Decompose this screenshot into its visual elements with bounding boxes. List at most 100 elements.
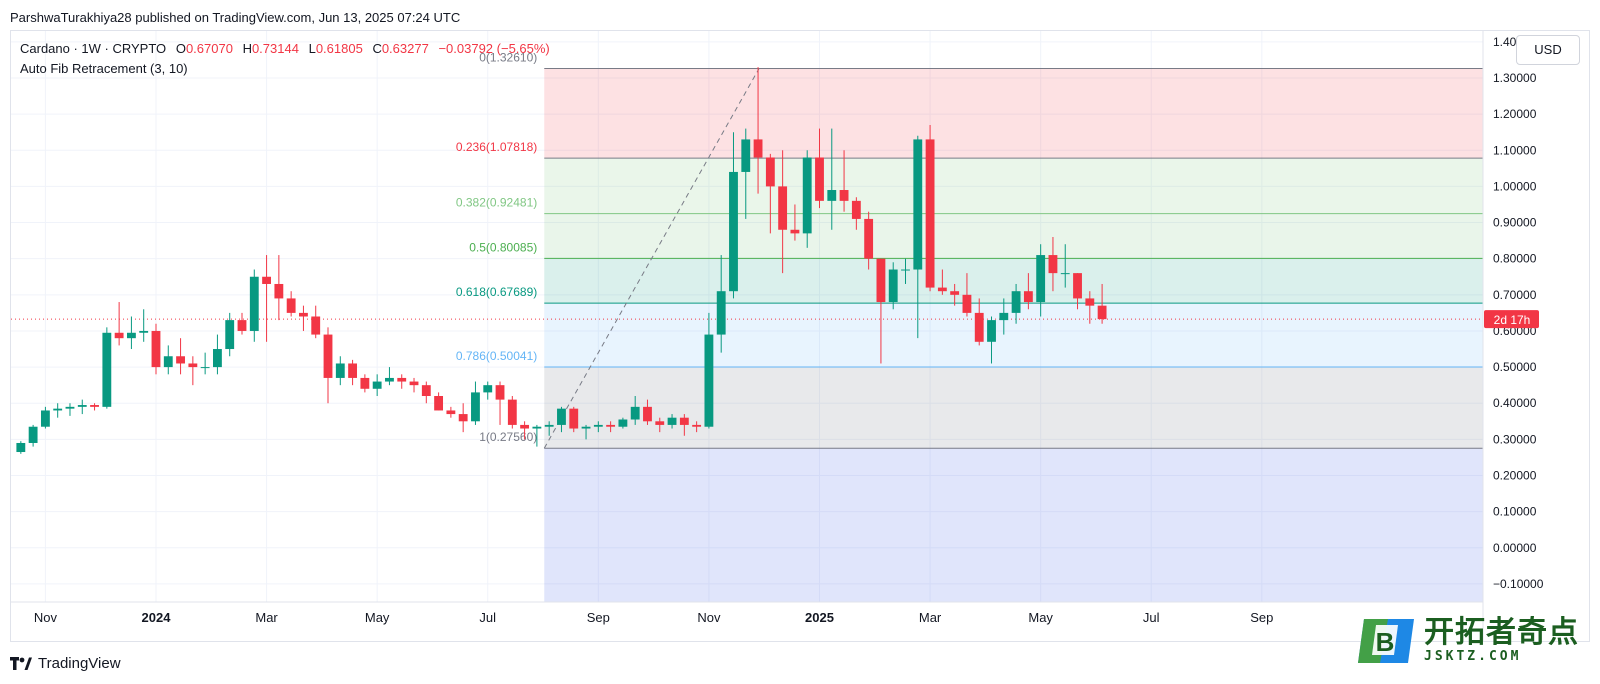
fib-label: 0.786(0.50041): [456, 349, 537, 363]
candle: [126, 332, 136, 339]
candle: [557, 408, 566, 425]
fib-trend-line: [543, 68, 760, 449]
chart-legend: Cardano · 1W · CRYPTO O0.67070 H0.73144 …: [20, 40, 550, 80]
x-tick-label: Sep: [1250, 610, 1273, 625]
close-value: 0.63277: [381, 41, 429, 56]
footer-brand[interactable]: TradingView: [10, 655, 121, 672]
y-tick-label: 1.30000: [1493, 71, 1537, 85]
y-tick-label: 0.80000: [1493, 252, 1537, 266]
watermark-logo-icon: B: [1358, 615, 1416, 667]
x-tick-label: Jul: [479, 610, 496, 625]
candle: [692, 424, 702, 427]
candle: [569, 408, 579, 429]
x-tick-label: May: [365, 610, 390, 625]
axes: 1.400001.300001.200001.100001.000000.900…: [11, 31, 1544, 642]
fib-zone: [544, 68, 1483, 159]
candle: [176, 356, 185, 364]
candle: [815, 157, 824, 201]
candle: [606, 424, 616, 427]
candle: [987, 320, 996, 342]
candle: [1023, 291, 1033, 303]
fib-zone: [544, 158, 1483, 214]
candle: [876, 258, 886, 303]
candle: [790, 229, 800, 234]
candle: [262, 276, 271, 284]
candle: [163, 356, 173, 368]
candle: [753, 139, 763, 158]
candle: [802, 157, 812, 234]
y-tick-label: 0.50000: [1493, 360, 1537, 374]
y-tick-label: 1.10000: [1493, 143, 1537, 157]
candle: [409, 381, 419, 386]
candle: [704, 334, 714, 427]
candle: [225, 320, 235, 350]
candle: [950, 291, 960, 295]
symbol-label[interactable]: Cardano · 1W · CRYPTO: [20, 41, 167, 56]
candle: [667, 417, 677, 425]
candle: [839, 190, 849, 201]
candle: [188, 363, 198, 368]
price-countdown-badge: 2d 17h: [1484, 310, 1539, 329]
y-tick-label: 0.20000: [1493, 469, 1537, 483]
candle: [520, 424, 530, 429]
y-tick-label: 1.20000: [1493, 107, 1537, 121]
candle: [40, 410, 50, 427]
candle: [716, 291, 726, 335]
x-tick-label: Nov: [34, 610, 58, 625]
candle: [311, 316, 321, 335]
y-tick-label: 0.40000: [1493, 396, 1537, 410]
watermark-en: JSKTZ.COM: [1424, 649, 1522, 664]
candle: [53, 408, 63, 411]
candle: [16, 442, 26, 453]
x-tick-label: May: [1028, 610, 1053, 625]
countdown-label: 2d 17h: [1494, 313, 1531, 327]
currency-button[interactable]: USD: [1516, 35, 1580, 65]
candle: [937, 287, 947, 292]
candle: [630, 406, 640, 420]
open-value: 0.67070: [185, 41, 233, 56]
watermark-cn: 开拓者奇点: [1424, 615, 1579, 650]
candle: [618, 419, 628, 427]
candle: [925, 139, 935, 288]
candle: [151, 330, 161, 368]
candle: [544, 424, 554, 427]
fib-zone: [544, 213, 1483, 259]
candle: [827, 190, 837, 201]
candle: [335, 363, 345, 378]
x-tick-label: Mar: [255, 610, 278, 625]
candle: [446, 410, 456, 415]
high-label: H: [242, 41, 252, 56]
candle: [1048, 255, 1058, 274]
candle: [299, 312, 308, 317]
candle: [495, 385, 505, 400]
y-tick-label: −0.10000: [1493, 577, 1544, 591]
candle: [348, 363, 358, 378]
candle: [434, 396, 444, 411]
open-label: O: [175, 41, 186, 56]
candle: [532, 426, 542, 429]
fib-retracement: 0(1.32610) 0.236(1.07818) 0.382(0.92481) 0.…: [11, 51, 1483, 602]
candle: [765, 157, 775, 187]
y-tick-label: 0.90000: [1493, 216, 1537, 230]
fib-zone: [544, 366, 1483, 449]
y-tick-label: 0.70000: [1493, 288, 1537, 302]
candle: [778, 186, 788, 230]
candle: [962, 294, 972, 313]
candle: [323, 334, 333, 378]
fib-label: 0.618(0.67689): [456, 285, 537, 299]
fib-label: 0.5(0.80085): [469, 240, 537, 254]
candle: [864, 218, 874, 259]
watermark-mark: B: [1376, 627, 1395, 657]
fib-zone: [544, 448, 1483, 602]
watermark: B 开拓者奇点 JSKTZ.COM: [1358, 615, 1579, 667]
candle: [200, 367, 210, 369]
x-tick-label: 2024: [142, 610, 172, 625]
candle: [249, 276, 259, 331]
candle: [1060, 273, 1070, 275]
candle: [581, 426, 591, 429]
candle: [213, 349, 222, 368]
candle: [1097, 305, 1107, 320]
indicator-label[interactable]: Auto Fib Retracement (3, 10): [20, 61, 188, 76]
footer-brand-label: TradingView: [38, 655, 121, 672]
